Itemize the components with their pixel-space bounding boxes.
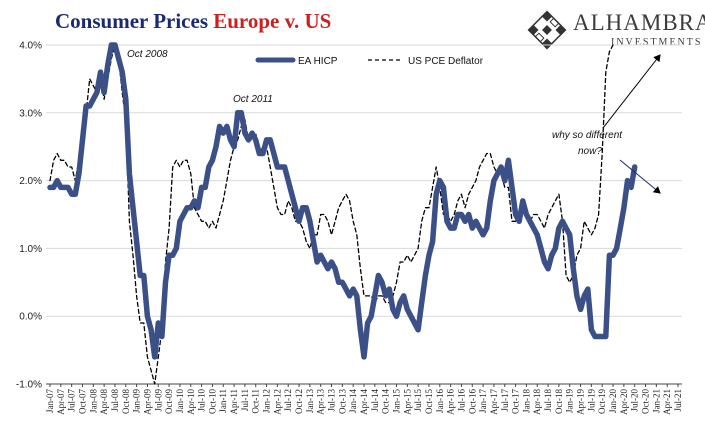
x-tick-label: Jul-18 (543, 389, 553, 412)
x-tick-label: Apr-18 (532, 389, 542, 415)
x-tick-label: Jan-13 (305, 389, 315, 413)
x-tick-label: Oct-15 (424, 389, 434, 414)
x-tick-label: Jul-09 (153, 389, 163, 412)
x-tick-label: Jan-19 (565, 389, 575, 413)
x-tick-label: Oct-13 (337, 389, 347, 414)
annotation-question-line1: why so different (552, 130, 623, 141)
x-tick-label: Apr-14 (359, 389, 369, 415)
y-tick-label: -1.0% (16, 380, 42, 391)
x-axis-ticks: Jan-07 Apr-07 Jul-07 Oct-07 Jan-08 Apr-08 Jul-… (45, 384, 683, 415)
x-tick-label: Jan-12 (262, 389, 272, 413)
series-line-eahicp (47, 42, 638, 360)
x-tick-label: Jan-18 (521, 389, 531, 413)
x-tick-label: Oct-20 (641, 389, 651, 414)
x-tick-label: Jul-14 (370, 389, 380, 412)
annotation-question-line2: now? (578, 146, 602, 157)
x-tick-label: Oct-08 (121, 389, 131, 414)
x-tick-label: Jul-17 (500, 389, 510, 412)
x-tick-label: Oct-14 (381, 389, 391, 414)
x-tick-label: Jan-14 (348, 389, 358, 413)
x-tick-label: Jan-08 (88, 389, 98, 413)
x-tick-label: Jan-07 (45, 389, 55, 413)
x-tick-label: Apr-17 (489, 389, 499, 415)
x-tick-label: Jan-20 (608, 389, 618, 413)
logo-brand-text: ALHAMBRA (573, 10, 705, 35)
x-tick-label: Oct-10 (207, 389, 217, 414)
x-tick-label: Oct-17 (511, 389, 521, 414)
x-tick-label: Apr-15 (402, 389, 412, 415)
x-tick-label: Jul-08 (110, 389, 120, 412)
x-tick-label: Apr-11 (229, 389, 239, 414)
x-tick-label: Apr-13 (316, 389, 326, 415)
x-tick-label: Oct-12 (294, 389, 304, 414)
x-tick-label: Oct-07 (77, 389, 87, 414)
x-tick-label: Jan-09 (132, 389, 142, 413)
x-tick-label: Jul-21 (673, 389, 683, 412)
legend-label-eahicp: EA HICP (298, 56, 338, 67)
x-tick-label: Jul-13 (327, 389, 337, 412)
x-tick-label: Apr-09 (142, 389, 152, 415)
legend: EA HICP US PCE Deflator (255, 56, 484, 67)
series-lines (47, 42, 638, 385)
x-tick-label: Oct-09 (164, 389, 174, 414)
x-tick-label: Apr-21 (662, 389, 672, 415)
annotation-arrow-up (602, 54, 661, 129)
annotation-arrow-down (619, 159, 661, 194)
x-tick-label: Jan-10 (175, 389, 185, 413)
x-tick-label: Apr-12 (272, 389, 282, 415)
x-tick-label: Jul-20 (630, 389, 640, 412)
x-tick-label: Apr-10 (186, 389, 196, 415)
x-tick-label: Jul-11 (240, 389, 250, 411)
x-tick-label: Jul-16 (456, 389, 466, 412)
title-part-us: Consumer Prices (55, 9, 214, 33)
title-part-highlight: Europe v. US (213, 9, 332, 33)
x-tick-label: Jan-15 (391, 389, 401, 413)
x-tick-label: Apr-19 (576, 389, 586, 415)
x-tick-label: Oct-18 (554, 389, 564, 414)
x-tick-label: Oct-16 (467, 389, 477, 414)
chart-title: Consumer Prices Europe v. US (55, 9, 331, 34)
x-tick-label: Oct-19 (597, 389, 607, 414)
annotation-oct-2011: Oct 2011 (233, 94, 273, 105)
legend-label-uspce: US PCE Deflator (408, 56, 484, 67)
x-tick-label: Oct-11 (251, 389, 261, 414)
annotation-oct-2008: Oct 2008 (127, 49, 168, 60)
x-tick-label: Jul-10 (197, 389, 207, 412)
x-tick-label: Jul-12 (283, 389, 293, 412)
x-tick-label: Apr-16 (446, 389, 456, 415)
y-tick-label: 3.0% (19, 108, 42, 119)
x-tick-label: Jan-17 (478, 389, 488, 413)
diamond-logo-icon (527, 10, 567, 50)
y-tick-label: 0.0% (19, 312, 42, 323)
y-tick-label: 1.0% (19, 244, 42, 255)
y-tick-label: 4.0% (19, 41, 42, 52)
x-tick-label: Apr-08 (99, 389, 109, 415)
logo-sub-text: INVESTMENTS (611, 37, 703, 48)
y-axis-ticks: 4.0% 3.0% 2.0% 1.0% 0.0% -1.0% (16, 41, 42, 391)
x-tick-label: Jan-11 (218, 389, 228, 413)
x-tick-label: Jul-07 (67, 389, 77, 412)
x-tick-label: Jul-19 (586, 389, 596, 412)
x-tick-label: Apr-07 (56, 389, 66, 415)
x-tick-label: Apr-20 (619, 389, 629, 415)
x-tick-label: Jul-15 (413, 389, 423, 412)
x-tick-label: Jan-21 (651, 389, 661, 413)
alhambra-logo: ALHAMBRA INVESTMENTS (527, 8, 705, 52)
x-tick-label: Jan-16 (435, 389, 445, 413)
y-tick-label: 2.0% (19, 176, 42, 187)
